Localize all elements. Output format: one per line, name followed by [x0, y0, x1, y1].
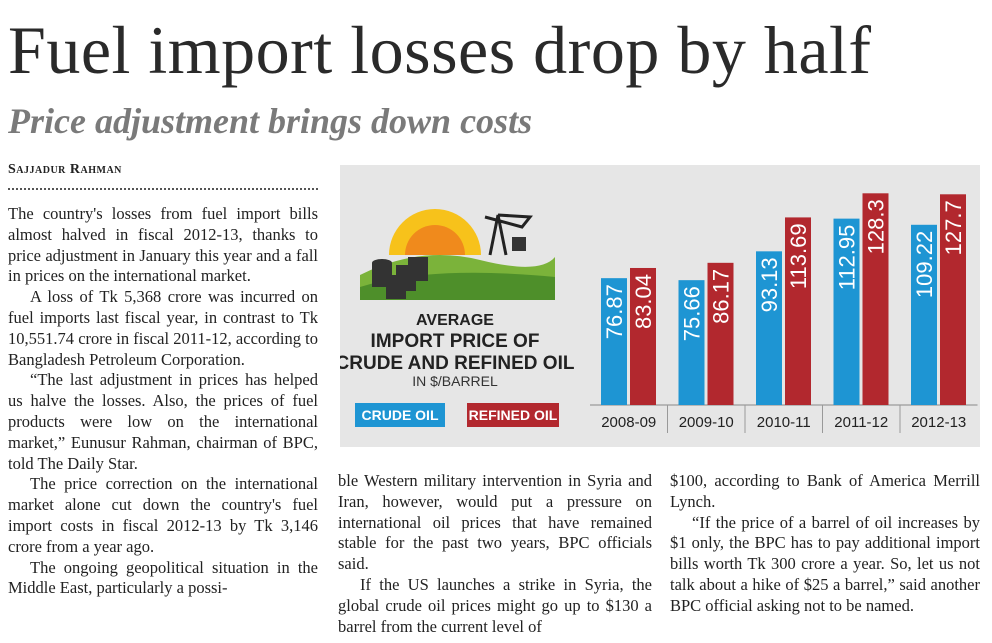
- value-label: 83.04: [631, 274, 656, 329]
- value-label: 76.87: [602, 284, 627, 339]
- bar: [785, 217, 811, 405]
- illustration: [360, 209, 555, 305]
- x-tick-label: 2008-09: [601, 414, 656, 431]
- value-label: 112.95: [835, 225, 860, 291]
- chart: CRUDE OIL REFINED OIL AVERAGE IMPORT PRICE…: [340, 165, 980, 447]
- bar: [756, 251, 782, 405]
- legend-label: REFINED OIL: [469, 407, 558, 423]
- chart-title: IMPORT PRICE OF: [371, 331, 540, 352]
- legend-label: CRUDE OIL: [362, 407, 439, 423]
- x-tick-label: 2009-10: [679, 414, 734, 431]
- headline: Fuel import losses drop by half: [8, 12, 872, 88]
- bar: [940, 194, 966, 405]
- chart-title: AVERAGE: [416, 312, 494, 329]
- paragraph: The country's losses from fuel import bi…: [8, 204, 318, 286]
- column: ble Western military intervention in Syr…: [338, 471, 652, 643]
- bar: [862, 193, 889, 405]
- value-label: 128.3: [864, 199, 889, 254]
- legend: CRUDE OIL REFINED OIL: [355, 403, 559, 427]
- column: The country's losses from fuel import bi…: [8, 204, 318, 643]
- bar: [630, 267, 656, 405]
- byline: Sajjadur Rahman: [8, 162, 122, 177]
- chart-title: CRUDE AND REFINED OIL: [340, 353, 575, 374]
- value-label: 75.66: [680, 286, 705, 341]
- value-label: 113.69: [786, 223, 811, 289]
- bar: [833, 218, 860, 405]
- bar: [911, 224, 937, 405]
- paragraph: ble Western military intervention in Syr…: [338, 471, 652, 574]
- paragraph: “If the price of a barrel of oil increas…: [670, 512, 980, 615]
- x-tick-label: 2012-13: [911, 414, 966, 431]
- paragraph: “The last adjustment in prices has helpe…: [8, 370, 318, 473]
- paragraph: A loss of Tk 5,368 crore was incurred on…: [8, 287, 318, 369]
- legend-swatch: [355, 403, 445, 427]
- paragraph: $100, according to Bank of America Merri…: [670, 471, 980, 511]
- bar: [678, 280, 705, 405]
- value-label: 109.22: [912, 231, 937, 298]
- legend-swatch: [467, 403, 559, 427]
- value-label: 93.13: [757, 257, 782, 312]
- bar: [707, 262, 734, 405]
- x-tick-label: 2011-12: [834, 414, 888, 431]
- chart-subtitle: IN $/BARREL: [412, 373, 498, 389]
- bar: [601, 278, 627, 405]
- column: $100, according to Bank of America Merri…: [670, 471, 980, 643]
- separator: [8, 188, 318, 190]
- paragraph: The ongoing geopolitical situation in th…: [8, 557, 318, 598]
- value-label: 127.7: [941, 200, 966, 255]
- subheadline: Price adjustment brings down costs: [8, 101, 533, 141]
- value-label: 86.17: [709, 269, 734, 324]
- x-tick-label: 2010-11: [757, 414, 811, 431]
- paragraph: The price correction on the internationa…: [8, 474, 318, 556]
- paragraph: If the US launches a strike in Syria, th…: [338, 574, 652, 636]
